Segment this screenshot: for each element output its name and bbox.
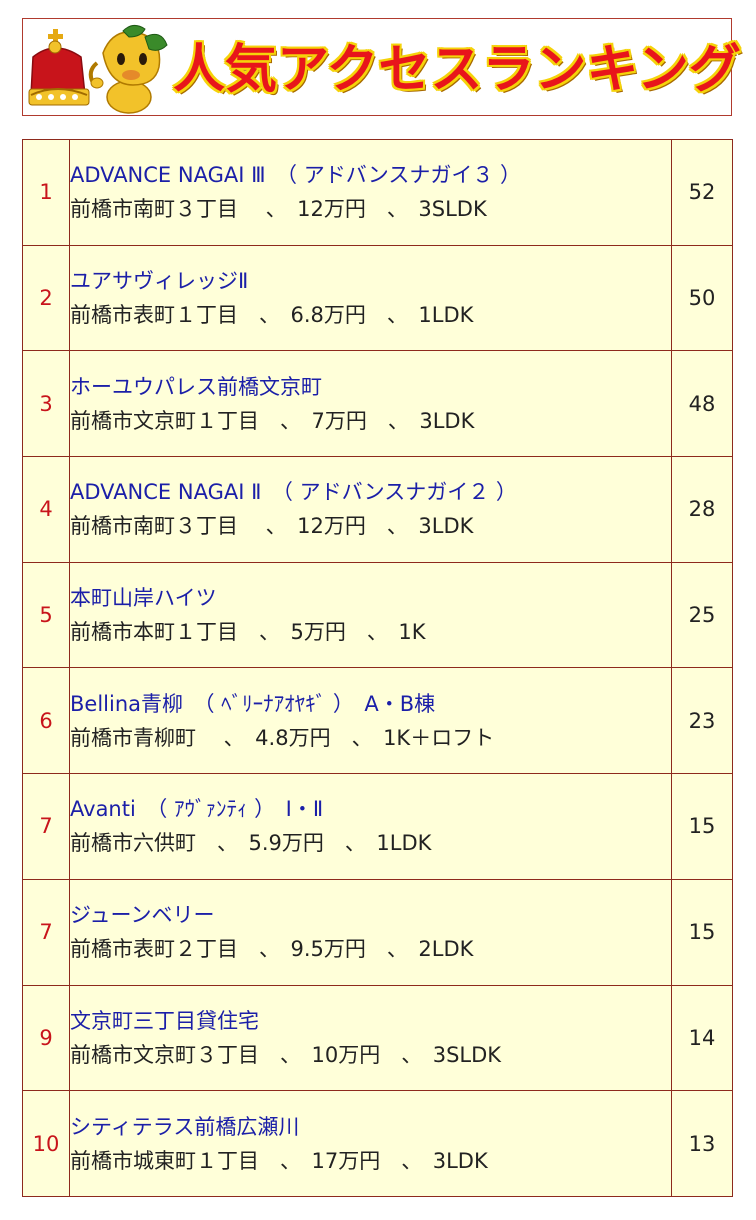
rank-number: 7 (22, 773, 70, 880)
access-count: 28 (671, 456, 733, 563)
property-name-link[interactable]: ユアサヴィレッジⅡ (70, 269, 249, 294)
property-detail: 前橋市南町３丁目 、 12万円 、 3LDK (70, 514, 474, 539)
property-info-cell: シティテラス前橋広瀬川前橋市城東町１丁目 、 17万円 、 3LDK (69, 1090, 672, 1197)
property-detail: 前橋市南町３丁目 、 12万円 、 3SLDK (70, 197, 487, 222)
property-detail: 前橋市青柳町 、 4.8万円 、 1K＋ロフト (70, 725, 495, 750)
property-detail: 前橋市城東町１丁目 、 17万円 、 3LDK (70, 1148, 488, 1173)
property-detail: 前橋市文京町３丁目 、 10万円 、 3SLDK (70, 1042, 502, 1067)
access-count: 14 (671, 984, 733, 1092)
property-detail: 前橋市表町１丁目 、 6.8万円 、 1LDK (70, 303, 474, 328)
property-name-link[interactable]: 文京町三丁目貸住宅 (70, 1008, 259, 1033)
rank-number: 6 (22, 667, 70, 775)
rank-number: 2 (22, 244, 70, 352)
ranking-row[interactable]: 2 ユアサヴィレッジⅡ 前橋市表町１丁目 、 6.8万円 、 1LDK 50 (22, 244, 733, 352)
property-name-link[interactable]: Bellina青柳 （ ﾍﾞﾘｰﾅｱｵﾔｷﾞ ） A・B棟 (70, 691, 436, 716)
property-info-cell: Bellina青柳 （ ﾍﾞﾘｰﾅｱｵﾔｷﾞ ） A・B棟前橋市青柳町 、 4.… (69, 667, 672, 775)
rank-number: 1 (22, 139, 70, 246)
access-count: 15 (671, 773, 733, 880)
property-detail: 前橋市六供町 、 5.9万円 、 1LDK (70, 831, 432, 856)
property-info-cell: ユアサヴィレッジⅡ 前橋市表町１丁目 、 6.8万円 、 1LDK (69, 244, 672, 352)
ranking-row[interactable]: 7 Avanti （ ｱｳﾞｧﾝﾃｨ ） Ⅰ・Ⅱ 前橋市六供町 、 5.9万円 、 … (22, 773, 733, 880)
property-name-link[interactable]: ホーユウパレス前橋文京町 (70, 374, 322, 399)
property-info-cell: ADVANCE NAGAI Ⅲ （ アドバンスナガイ３ ） 前橋市南町３丁目 、 … (69, 139, 672, 246)
ranking-row[interactable]: 5 本町山岸ハイツ 前橋市本町１丁目 、 5万円 、 1K 25 (22, 561, 733, 669)
ranking-row[interactable]: 1 ADVANCE NAGAI Ⅲ （ アドバンスナガイ３ ） 前橋市南町３丁目 、… (22, 139, 733, 246)
property-info-cell: 本町山岸ハイツ前橋市本町１丁目 、 5万円 、 1K (69, 561, 672, 669)
crown-icon (28, 29, 90, 106)
rank-number: 7 (22, 878, 70, 986)
mascot-horse-icon (88, 25, 168, 114)
access-count: 25 (671, 561, 733, 669)
property-info-cell: 文京町三丁目貸住宅前橋市文京町３丁目 、 10万円 、 3SLDK (69, 984, 672, 1092)
property-detail: 前橋市文京町１丁目 、 7万円 、 3LDK (70, 408, 475, 433)
access-count: 52 (671, 139, 733, 246)
ranking-row[interactable]: 10 シティテラス前橋広瀬川 前橋市城東町１丁目 、 17万円 、 3LDK 13 (22, 1090, 733, 1197)
rank-number: 4 (22, 456, 70, 563)
access-count: 50 (671, 244, 733, 352)
property-info-cell: ホーユウパレス前橋文京町前橋市文京町１丁目 、 7万円 、 3LDK (69, 350, 672, 458)
property-info-cell: ADVANCE NAGAI Ⅱ （ アドバンスナガイ２ ） 前橋市南町３丁目 、 … (69, 456, 672, 563)
property-name-link[interactable]: シティテラス前橋広瀬川 (70, 1114, 300, 1139)
access-count: 48 (671, 350, 733, 458)
property-detail: 前橋市表町２丁目 、 9.5万円 、 2LDK (70, 937, 474, 962)
property-detail: 前橋市本町１丁目 、 5万円 、 1K (70, 620, 426, 645)
ranking-row[interactable]: 4 ADVANCE NAGAI Ⅱ （ アドバンスナガイ２ ） 前橋市南町３丁目 、… (22, 456, 733, 563)
ranking-row[interactable]: 3 ホーユウパレス前橋文京町 前橋市文京町１丁目 、 7万円 、 3LDK 48 (22, 350, 733, 458)
property-info-cell: Avanti （ ｱｳﾞｧﾝﾃｨ ） Ⅰ・Ⅱ 前橋市六供町 、 5.9万円 、 1… (69, 773, 672, 880)
property-name-link[interactable]: ADVANCE NAGAI Ⅱ （ アドバンスナガイ２ ） (70, 480, 517, 505)
ranking-row[interactable]: 9 文京町三丁目貸住宅 前橋市文京町３丁目 、 10万円 、 3SLDK 14 (22, 984, 733, 1092)
property-name-link[interactable]: Avanti （ ｱｳﾞｧﾝﾃｨ ） Ⅰ・Ⅱ (70, 797, 324, 822)
ranking-table: 1 ADVANCE NAGAI Ⅲ （ アドバンスナガイ３ ） 前橋市南町３丁目 、… (22, 139, 733, 1197)
ranking-row[interactable]: 7 ジューンベリー 前橋市表町２丁目 、 9.5万円 、 2LDK 15 (22, 878, 733, 986)
ranking-row[interactable]: 6 Bellina青柳 （ ﾍﾞﾘｰﾅｱｵﾔｷﾞ ） A・B棟前橋市青柳町 、 4… (22, 667, 733, 775)
rank-number: 9 (22, 984, 70, 1092)
access-count: 13 (671, 1090, 733, 1197)
property-name-link[interactable]: 本町山岸ハイツ (70, 586, 217, 611)
ranking-header-banner: 人気アクセスランキング (22, 18, 741, 116)
rank-number: 5 (22, 561, 70, 669)
property-name-link[interactable]: ADVANCE NAGAI Ⅲ （ アドバンスナガイ３ ） (70, 163, 522, 188)
page-title: 人気アクセスランキング (173, 40, 741, 100)
rank-number: 3 (22, 350, 70, 458)
property-name-link[interactable]: ジューンベリー (70, 903, 215, 928)
rank-number: 10 (22, 1090, 70, 1197)
access-count: 15 (671, 878, 733, 986)
access-count: 23 (671, 667, 733, 775)
property-info-cell: ジューンベリー前橋市表町２丁目 、 9.5万円 、 2LDK (69, 878, 672, 986)
